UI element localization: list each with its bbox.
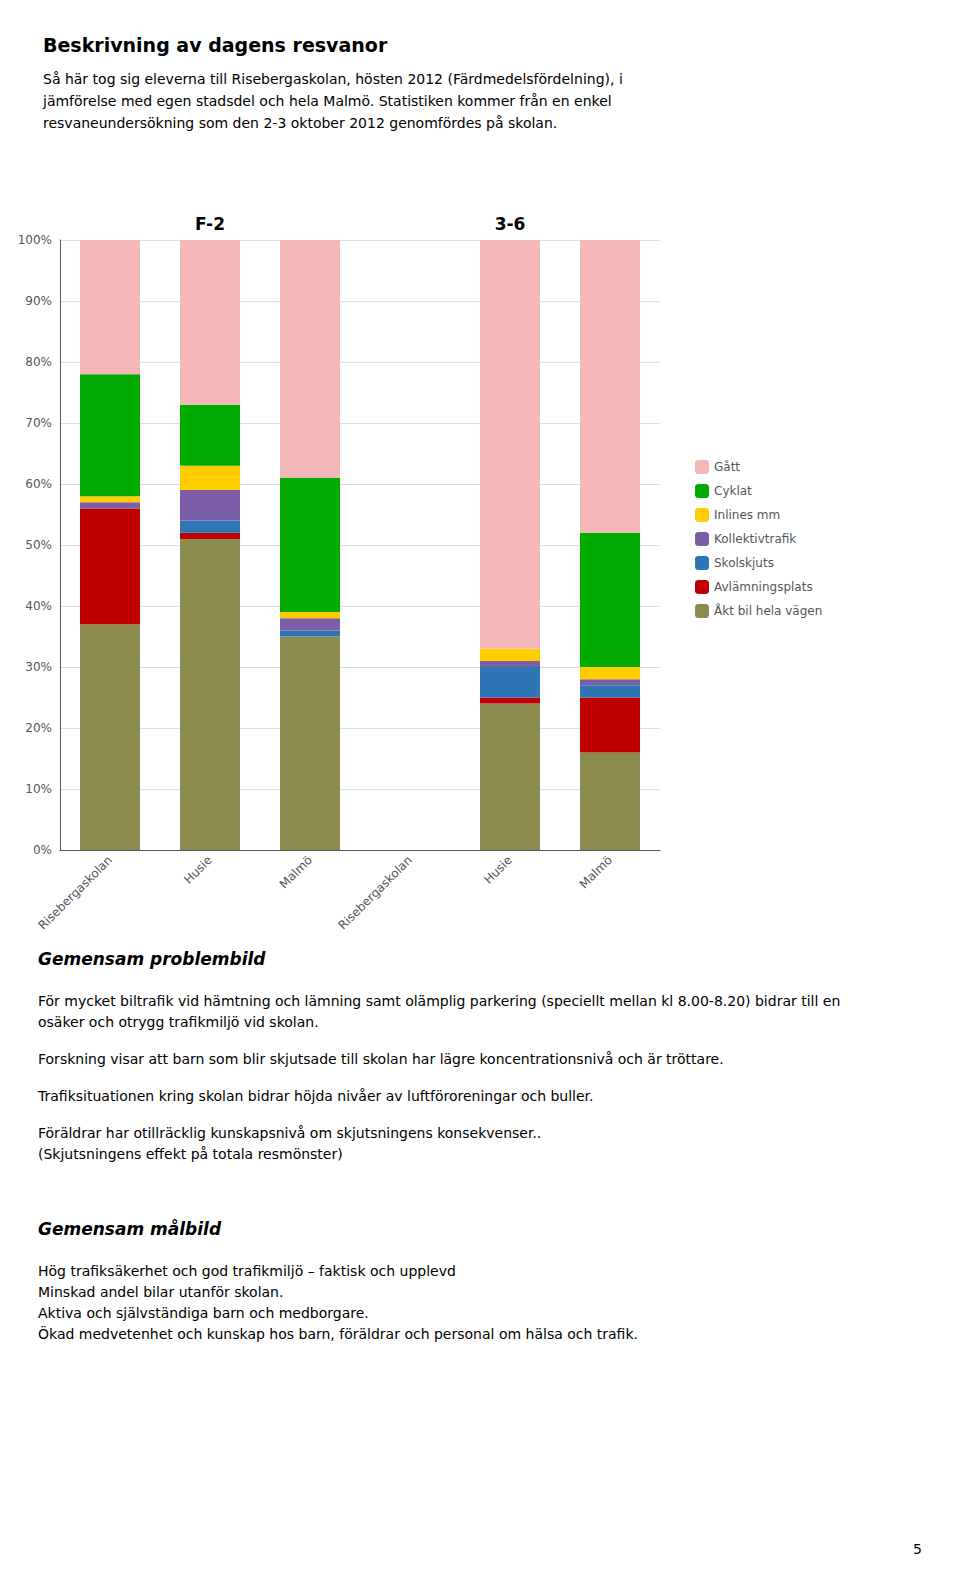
svg-text:resvaneundersökning som den 2-: resvaneundersökning som den 2-3 oktober …: [43, 115, 557, 131]
svg-text:3-6: 3-6: [495, 214, 526, 234]
svg-text:Ökad medvetenhet och kunskap h: Ökad medvetenhet och kunskap hos barn, f…: [38, 1325, 638, 1342]
svg-text:Cyklat: Cyklat: [714, 484, 752, 498]
svg-text:Gemensam problembild: Gemensam problembild: [38, 949, 266, 969]
svg-text:40%: 40%: [25, 599, 52, 613]
svg-text:Gemensam målbild: Gemensam målbild: [38, 1219, 222, 1239]
svg-text:Så här tog sig eleverna till R: Så här tog sig eleverna till Risebergask…: [43, 71, 623, 87]
svg-text:Aktiva och självständiga barn: Aktiva och självständiga barn och medbor…: [38, 1305, 369, 1321]
svg-text:Forskning visar att barn som b: Forskning visar att barn som blir skjuts…: [38, 1051, 724, 1067]
svg-text:60%: 60%: [25, 477, 52, 491]
svg-text:Trafiksituationen kring skolan: Trafiksituationen kring skolan bidrar hö…: [37, 1088, 594, 1104]
svg-text:20%: 20%: [25, 721, 52, 735]
svg-text:För mycket biltrafik vid hämtn: För mycket biltrafik vid hämtning och lä…: [38, 993, 845, 1009]
svg-text:Minskad andel bilar utanför sk: Minskad andel bilar utanför skolan.: [38, 1284, 283, 1300]
svg-text:Husie: Husie: [181, 853, 215, 887]
svg-text:Hög trafiksäkerhet och god tra: Hög trafiksäkerhet och god trafikmiljö –…: [38, 1263, 456, 1279]
svg-text:30%: 30%: [25, 660, 52, 674]
svg-text:Malmö: Malmö: [577, 853, 615, 891]
svg-text:Risebergaskolan: Risebergaskolan: [336, 853, 415, 932]
svg-text:Husie: Husie: [481, 853, 515, 887]
svg-text:Kollektivtrafik: Kollektivtrafik: [714, 532, 796, 546]
svg-text:90%: 90%: [25, 294, 52, 308]
svg-text:Malmö: Malmö: [277, 853, 315, 891]
svg-text:100%: 100%: [18, 233, 52, 247]
svg-text:80%: 80%: [25, 355, 52, 369]
svg-text:70%: 70%: [25, 416, 52, 430]
svg-text:Åkt bil hela vägen: Åkt bil hela vägen: [714, 603, 822, 618]
svg-text:Skolskjuts: Skolskjuts: [714, 556, 774, 570]
svg-text:osäker och otrygg trafikmiljö: osäker och otrygg trafikmiljö vid skolan…: [38, 1014, 319, 1030]
svg-text:Gått: Gått: [714, 460, 740, 474]
svg-text:jämförelse med egen stadsdel o: jämförelse med egen stadsdel och hela Ma…: [42, 93, 612, 109]
svg-text:Beskrivning av dagens resvanor: Beskrivning av dagens resvanor: [43, 34, 388, 56]
svg-text:50%: 50%: [25, 538, 52, 552]
svg-text:0%: 0%: [33, 843, 52, 857]
svg-text:Föräldrar har otillräcklig kun: Föräldrar har otillräcklig kunskapsnivå …: [38, 1125, 541, 1141]
svg-text:5: 5: [913, 1541, 922, 1557]
svg-text:F-2: F-2: [195, 214, 225, 234]
svg-text:10%: 10%: [25, 782, 52, 796]
svg-text:Avlämningsplats: Avlämningsplats: [714, 580, 813, 594]
svg-text:(Skjutsningens effekt på total: (Skjutsningens effekt på totala resmönst…: [38, 1146, 343, 1162]
svg-text:Inlines mm: Inlines mm: [714, 508, 780, 522]
svg-text:Risebergaskolan: Risebergaskolan: [36, 853, 115, 932]
